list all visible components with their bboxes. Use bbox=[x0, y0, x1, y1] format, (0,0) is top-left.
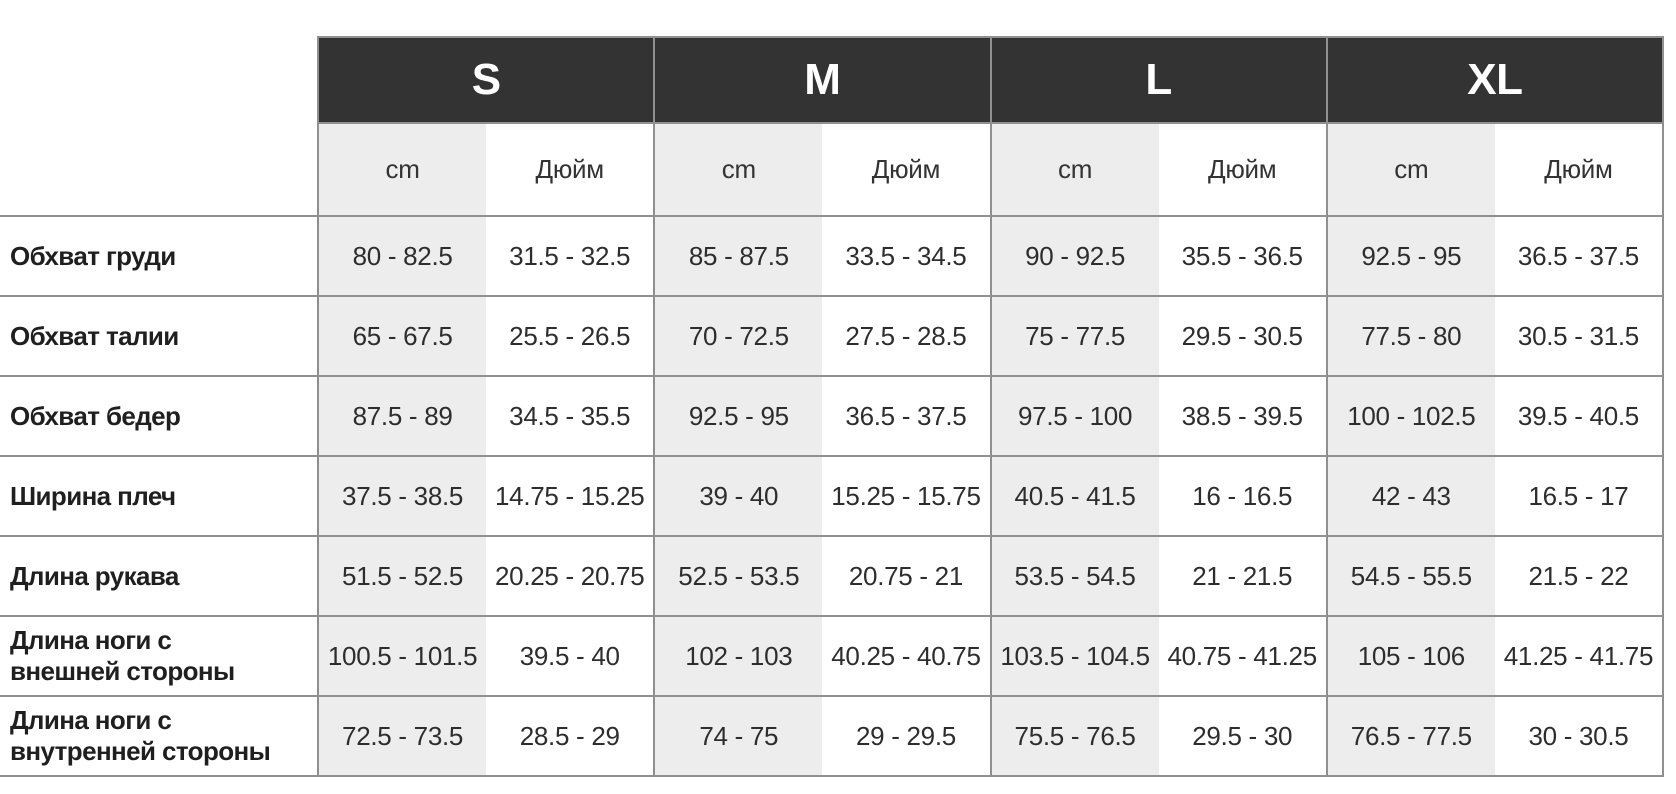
size-chart-table: S M L XL cm Дюйм cm Дюйм cm Дюйм cm Дюйм… bbox=[0, 36, 1665, 777]
unit-header-inch-s: Дюйм bbox=[486, 122, 655, 216]
value-cell: 25.5 - 26.5 bbox=[486, 295, 655, 376]
value-cell: 39.5 - 40 bbox=[486, 615, 655, 696]
size-header-m: M bbox=[653, 36, 992, 124]
value-cell: 29.5 - 30 bbox=[1158, 695, 1327, 777]
value-cell: 40.25 - 40.75 bbox=[822, 615, 991, 696]
unit-header-row: cm Дюйм cm Дюйм cm Дюйм cm Дюйм bbox=[0, 122, 1665, 216]
value-cell: 52.5 - 53.5 bbox=[653, 535, 823, 616]
table-row-hips: Обхват бедер 87.5 - 89 34.5 - 35.5 92.5 … bbox=[0, 375, 1665, 456]
value-cell: 105 - 106 bbox=[1325, 615, 1495, 696]
size-header-row: S M L XL bbox=[0, 36, 1665, 124]
unit-header-cm-m: cm bbox=[653, 122, 823, 216]
value-cell: 80 - 82.5 bbox=[316, 215, 487, 296]
value-cell: 36.5 - 37.5 bbox=[822, 375, 991, 456]
unit-header-inch-l: Дюйм bbox=[1158, 122, 1327, 216]
value-cell: 103.5 - 104.5 bbox=[989, 615, 1159, 696]
value-cell: 16.5 - 17 bbox=[1494, 455, 1665, 536]
row-label: Длина ноги с внешней стороны bbox=[0, 615, 318, 696]
table-row-shoulders: Ширина плеч 37.5 - 38.5 14.75 - 15.25 39… bbox=[0, 455, 1665, 536]
value-cell: 97.5 - 100 bbox=[989, 375, 1159, 456]
value-cell: 20.75 - 21 bbox=[822, 535, 991, 616]
value-cell: 20.25 - 20.75 bbox=[486, 535, 655, 616]
value-cell: 30 - 30.5 bbox=[1494, 695, 1665, 777]
value-cell: 72.5 - 73.5 bbox=[316, 695, 487, 777]
table-row-outseam: Длина ноги с внешней стороны 100.5 - 101… bbox=[0, 615, 1665, 696]
value-cell: 35.5 - 36.5 bbox=[1158, 215, 1327, 296]
value-cell: 65 - 67.5 bbox=[316, 295, 487, 376]
value-cell: 75 - 77.5 bbox=[989, 295, 1159, 376]
row-label: Обхват талии bbox=[0, 295, 318, 376]
table-row-sleeve: Длина рукава 51.5 - 52.5 20.25 - 20.75 5… bbox=[0, 535, 1665, 616]
value-cell: 34.5 - 35.5 bbox=[486, 375, 655, 456]
value-cell: 87.5 - 89 bbox=[316, 375, 487, 456]
value-cell: 36.5 - 37.5 bbox=[1494, 215, 1665, 296]
unit-header-cm-s: cm bbox=[316, 122, 487, 216]
value-cell: 21.5 - 22 bbox=[1494, 535, 1665, 616]
value-cell: 16 - 16.5 bbox=[1158, 455, 1327, 536]
value-cell: 42 - 43 bbox=[1325, 455, 1495, 536]
unit-header-inch-xl: Дюйм bbox=[1494, 122, 1665, 216]
value-cell: 77.5 - 80 bbox=[1325, 295, 1495, 376]
value-cell: 39 - 40 bbox=[653, 455, 823, 536]
table-row-inseam: Длина ноги с внутренней стороны 72.5 - 7… bbox=[0, 695, 1665, 777]
value-cell: 54.5 - 55.5 bbox=[1325, 535, 1495, 616]
value-cell: 92.5 - 95 bbox=[1325, 215, 1495, 296]
value-cell: 29.5 - 30.5 bbox=[1158, 295, 1327, 376]
row-label: Длина ноги с внутренней стороны bbox=[0, 695, 318, 777]
value-cell: 33.5 - 34.5 bbox=[822, 215, 991, 296]
value-cell: 51.5 - 52.5 bbox=[316, 535, 487, 616]
value-cell: 21 - 21.5 bbox=[1158, 535, 1327, 616]
value-cell: 85 - 87.5 bbox=[653, 215, 823, 296]
row-label: Обхват груди bbox=[0, 215, 318, 296]
value-cell: 41.25 - 41.75 bbox=[1494, 615, 1665, 696]
value-cell: 75.5 - 76.5 bbox=[989, 695, 1159, 777]
value-cell: 31.5 - 32.5 bbox=[486, 215, 655, 296]
table-row-waist: Обхват талии 65 - 67.5 25.5 - 26.5 70 - … bbox=[0, 295, 1665, 376]
value-cell: 40.5 - 41.5 bbox=[989, 455, 1159, 536]
value-cell: 14.75 - 15.25 bbox=[486, 455, 655, 536]
value-cell: 74 - 75 bbox=[653, 695, 823, 777]
value-cell: 100.5 - 101.5 bbox=[316, 615, 487, 696]
unit-header-inch-m: Дюйм bbox=[822, 122, 991, 216]
value-cell: 102 - 103 bbox=[653, 615, 823, 696]
corner-spacer bbox=[0, 123, 318, 216]
value-cell: 92.5 - 95 bbox=[653, 375, 823, 456]
unit-header-cm-l: cm bbox=[989, 122, 1159, 216]
corner-spacer bbox=[0, 37, 318, 123]
value-cell: 29 - 29.5 bbox=[822, 695, 991, 777]
value-cell: 90 - 92.5 bbox=[989, 215, 1159, 296]
size-header-s: S bbox=[316, 36, 656, 124]
size-header-xl: XL bbox=[1325, 36, 1665, 124]
value-cell: 38.5 - 39.5 bbox=[1158, 375, 1327, 456]
value-cell: 40.75 - 41.25 bbox=[1158, 615, 1327, 696]
value-cell: 53.5 - 54.5 bbox=[989, 535, 1159, 616]
row-label: Ширина плеч bbox=[0, 455, 318, 536]
value-cell: 30.5 - 31.5 bbox=[1494, 295, 1665, 376]
row-label: Длина рукава bbox=[0, 535, 318, 616]
size-header-l: L bbox=[989, 36, 1328, 124]
value-cell: 27.5 - 28.5 bbox=[822, 295, 991, 376]
table-row-chest: Обхват груди 80 - 82.5 31.5 - 32.5 85 - … bbox=[0, 215, 1665, 296]
unit-header-cm-xl: cm bbox=[1325, 122, 1495, 216]
value-cell: 39.5 - 40.5 bbox=[1494, 375, 1665, 456]
value-cell: 70 - 72.5 bbox=[653, 295, 823, 376]
value-cell: 76.5 - 77.5 bbox=[1325, 695, 1495, 777]
value-cell: 15.25 - 15.75 bbox=[822, 455, 991, 536]
value-cell: 37.5 - 38.5 bbox=[316, 455, 487, 536]
value-cell: 100 - 102.5 bbox=[1325, 375, 1495, 456]
row-label: Обхват бедер bbox=[0, 375, 318, 456]
value-cell: 28.5 - 29 bbox=[486, 695, 655, 777]
